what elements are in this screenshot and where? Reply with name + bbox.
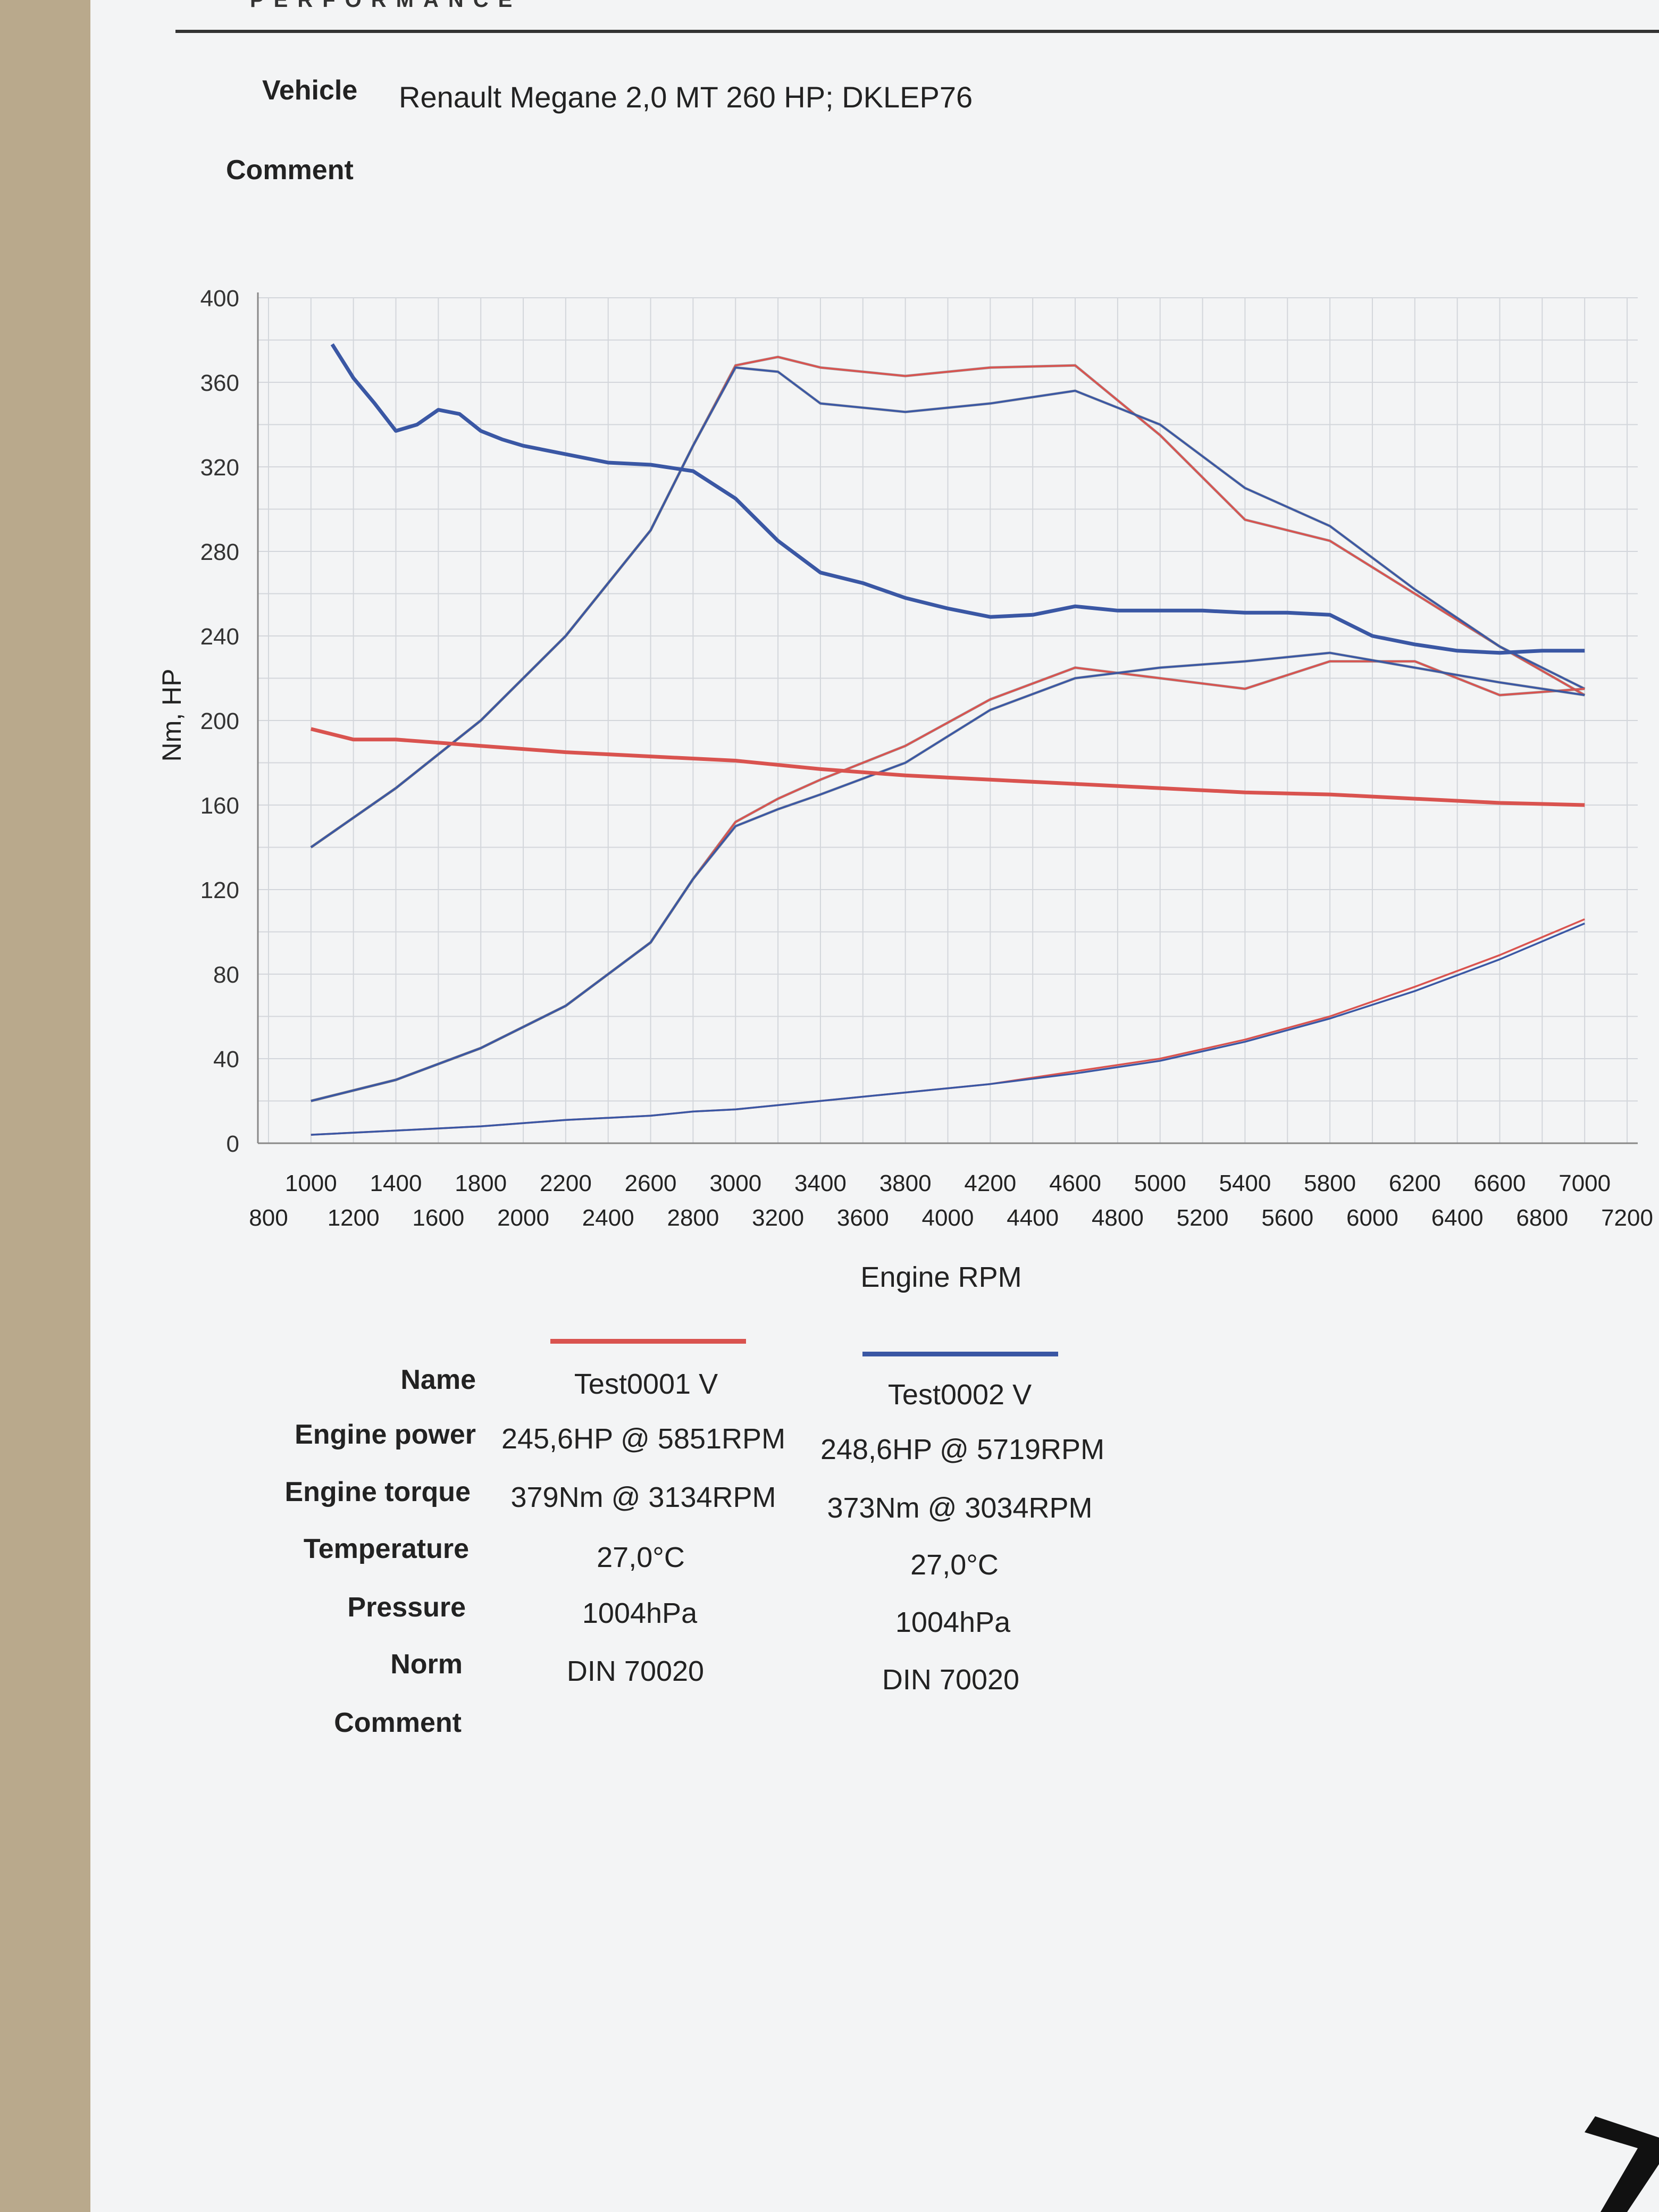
y-tick-label: 0 <box>227 1131 239 1157</box>
x-tick-label: 5400 <box>1219 1170 1271 1196</box>
x-tick-label: 1000 <box>285 1170 337 1196</box>
chart-grid <box>258 297 1638 1144</box>
x-tick-label: 6000 <box>1346 1205 1398 1231</box>
label-engine-torque: Engine torque <box>284 1477 471 1507</box>
x-tick-label: 1600 <box>412 1205 464 1231</box>
x-tick-label: 2800 <box>667 1205 719 1231</box>
dyno-sheet <box>90 0 1659 2212</box>
series-line-torque-1 <box>310 366 1585 848</box>
x-tick-label: 4200 <box>964 1170 1016 1196</box>
x-tick-label: 1200 <box>328 1205 380 1231</box>
x-tick-label: 6800 <box>1516 1205 1568 1231</box>
label-norm: Norm <box>390 1649 463 1680</box>
y-tick-label: 200 <box>200 708 239 734</box>
test2-norm: DIN 70020 <box>882 1664 1020 1696</box>
series-line-correction-6 <box>310 727 1585 807</box>
legend-line-test0001 <box>550 1339 746 1344</box>
y-axis-label: Nm, HP <box>157 669 187 762</box>
y-tick-label: 240 <box>200 624 239 650</box>
y-tick-label: 360 <box>200 370 239 396</box>
x-tick-label: 3200 <box>752 1205 804 1231</box>
x-tick-label: 1400 <box>370 1170 422 1196</box>
header-rule <box>175 30 1659 33</box>
series-line-loss-5 <box>311 922 1585 1136</box>
vehicle-label: Vehicle <box>262 75 358 106</box>
x-tick-label: 2200 <box>540 1170 592 1196</box>
x-tick-label: 5200 <box>1177 1205 1229 1231</box>
label-pressure: Pressure <box>347 1592 466 1623</box>
x-tick-label: 2600 <box>625 1170 677 1196</box>
test2-pressure: 1004hPa <box>895 1606 1011 1638</box>
test1-norm: DIN 70020 <box>566 1655 705 1687</box>
series-line-lambda-7 <box>330 343 1585 655</box>
x-tick-label: 4800 <box>1092 1205 1144 1231</box>
x-tick-label: 6600 <box>1474 1170 1526 1196</box>
x-tick-label: 5600 <box>1261 1205 1313 1231</box>
x-tick-label: 2000 <box>497 1205 549 1231</box>
x-tick-label: 6200 <box>1389 1170 1441 1196</box>
corner-logo-icon <box>1585 2116 1659 2212</box>
test1-power: 245,6HP @ 5851RPM <box>501 1423 786 1455</box>
y-tick-label: 160 <box>200 793 239 819</box>
test1-name: Test0001 V <box>574 1368 718 1400</box>
x-tick-label: 3400 <box>794 1170 847 1196</box>
chart-axes: 0 40 80 120 160 200 240 280 320 360 400 1000 1400 180… <box>200 286 1653 1231</box>
x-tick-label: 4600 <box>1049 1170 1101 1196</box>
x-tick-label: 7200 <box>1601 1205 1653 1231</box>
x-axis-label: Engine RPM <box>860 1261 1021 1293</box>
x-tick-label: 7000 <box>1559 1170 1611 1196</box>
x-tick-label: 4000 <box>922 1205 974 1231</box>
x-tick-label: 6400 <box>1431 1205 1484 1231</box>
x-tick-label: 3600 <box>837 1205 889 1231</box>
x-tick-label: 5800 <box>1304 1170 1356 1196</box>
header-comment-label: Comment <box>226 155 354 186</box>
label-temperature: Temperature <box>303 1534 469 1564</box>
label-name: Name <box>400 1364 476 1395</box>
x-tick-label: 5000 <box>1134 1170 1186 1196</box>
y-tick-label: 40 <box>213 1046 239 1073</box>
y-tick-label: 80 <box>213 962 239 988</box>
test1-torque: 379Nm @ 3134RPM <box>510 1481 776 1513</box>
legend-line-test0002 <box>862 1352 1058 1356</box>
vehicle-value: Renault Megane 2,0 MT 260 HP; DKLEP76 <box>399 80 973 114</box>
x-tick-label: 800 <box>249 1205 288 1231</box>
x-tick-label: 4400 <box>1007 1205 1059 1231</box>
x-tick-label: 3000 <box>709 1170 761 1196</box>
test2-name: Test0002 V <box>887 1379 1032 1411</box>
test1-pressure: 1004hPa <box>582 1597 698 1629</box>
test2-temperature: 27,0°C <box>910 1549 999 1581</box>
label-comment: Comment <box>334 1707 462 1738</box>
x-tick-label: 3800 <box>879 1170 932 1196</box>
test2-torque: 373Nm @ 3034RPM <box>827 1492 1093 1524</box>
y-tick-label: 120 <box>200 877 239 903</box>
chart-series <box>310 343 1586 1136</box>
y-tick-label: 400 <box>200 286 239 312</box>
test2-power: 248,6HP @ 5719RPM <box>820 1434 1105 1465</box>
dyno-chart: 0 40 80 120 160 200 240 280 320 360 400 1000 1400 180… <box>157 286 1653 1293</box>
x-tick-label: 1800 <box>455 1170 507 1196</box>
test1-temperature: 27,0°C <box>597 1541 685 1573</box>
brand-text: PERFORMANCE <box>250 0 522 12</box>
y-tick-label: 320 <box>200 455 239 481</box>
series-line-power-3 <box>311 652 1585 1102</box>
y-tick-label: 280 <box>200 539 239 565</box>
x-tick-label: 2400 <box>582 1205 634 1231</box>
label-engine-power: Engine power <box>295 1419 476 1450</box>
